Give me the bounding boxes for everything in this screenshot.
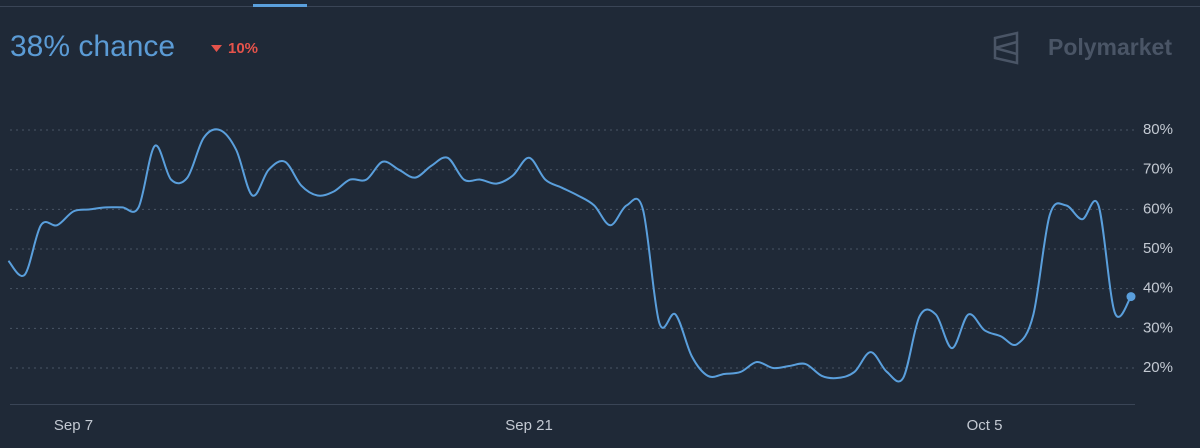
down-arrow bbox=[211, 45, 222, 52]
y-tick-label: 30% bbox=[1143, 319, 1173, 336]
x-tick-label: Oct 5 bbox=[967, 417, 1003, 434]
y-tick-label: 50% bbox=[1143, 240, 1173, 257]
y-tick-label: 80% bbox=[1143, 121, 1173, 138]
brand-name: Polymarket bbox=[1048, 34, 1172, 60]
x-tick-label: Sep 21 bbox=[505, 417, 553, 434]
price-line bbox=[7, 128, 1132, 383]
active-tab-indicator[interactable] bbox=[253, 4, 307, 7]
brand-logo bbox=[993, 31, 1019, 65]
change-label: 10% bbox=[228, 40, 258, 57]
chart-title: 38% chance bbox=[10, 30, 175, 63]
y-tick-label: 40% bbox=[1143, 280, 1173, 297]
current-point bbox=[1126, 292, 1136, 302]
y-tick-label: 20% bbox=[1143, 359, 1173, 376]
x-tick-label: Sep 7 bbox=[54, 417, 93, 434]
y-tick-label: 60% bbox=[1143, 200, 1173, 217]
y-tick-label: 70% bbox=[1143, 161, 1173, 178]
